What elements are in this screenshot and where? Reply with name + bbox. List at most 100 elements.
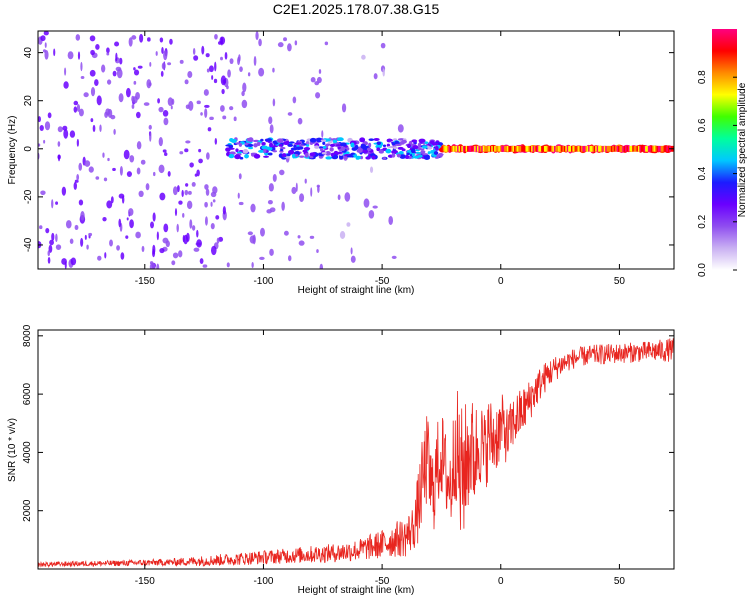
spectrogram-carrier-cell [462,145,466,152]
spectrogram-cell [321,151,327,155]
spectrogram-cell [39,225,43,230]
spectrogram-cell [112,167,116,172]
snr-y-tick-label: 8000 [22,324,33,347]
spectrogram-cell [248,137,254,143]
spectrogram-carrier-cell [504,145,507,152]
spectrogram-cell [136,167,141,175]
spectrogram-cell [208,65,214,73]
spectrogram-cell [115,66,122,72]
spectrogram-cell [293,144,297,148]
spectrogram-cell [382,144,387,147]
spectrogram-cell [317,185,320,193]
spectrogram-carrier-cell [613,145,617,152]
spectrogram-carrier-cell [615,145,618,152]
spectrogram-carrier-cell [605,145,608,152]
spectrogram-carrier-cell [582,145,585,152]
spectrogram-cell [385,148,392,154]
spectrogram-cell [250,203,256,213]
spectrogram-carrier-cell [467,145,470,152]
snr-plot: -150 -100 -50 0 50 2000 4000 6000 8000 Height of… [7,324,675,596]
snr-x-tick-label: 50 [614,576,626,587]
spectrogram-carrier-cell [583,145,587,152]
spectrogram-cell [64,67,67,76]
spectrogram-cell [325,156,332,160]
spectrogram-cell [80,61,83,72]
page-title: C2E1.2025.178.07.38.G15 [273,1,440,17]
spectrogram-cell [320,147,324,152]
spectrogram-cell [269,248,274,256]
spectrogram-cell [277,42,284,48]
spectrogram-cell [285,155,290,159]
spectrogram-cell [150,221,154,229]
spectrogram-cell [131,35,137,40]
spectrogram-cell [145,183,150,191]
spectrogram-cell [163,117,169,126]
spectrogram-carrier-cell [509,145,513,152]
spectrogram-carrier-cell [660,145,664,152]
spectrogram-carrier-cell [643,145,647,152]
spectrogram-cell [316,249,319,253]
spectrogram-cell [126,87,131,98]
spectrogram-cell [276,138,284,144]
spectrogram-cell [263,148,267,153]
spectrogram-carrier-cell [568,145,571,152]
spectrogram-carrier-cell [522,145,525,152]
spectrogram-carrier-cell [441,145,444,152]
spectrogram-cell [73,181,77,190]
spectrogram-cells [38,31,674,269]
spectrogram-cell [369,166,374,173]
spectrogram-cell [106,47,110,54]
spectrogram-cell [213,78,218,84]
spectrogram-cell [78,108,84,117]
spectrogram-cell [209,116,214,121]
spectrogram-cell [380,42,386,49]
spectrogram-cell [278,143,283,147]
spectrogram-carrier-cell [455,145,459,152]
spectrogram-carrier-cell [590,145,594,152]
spectrogram-cell [63,81,69,89]
spectrogram-cell [337,137,344,142]
spectrogram-cell [229,58,234,65]
spectrogram-carrier-cell [492,145,496,152]
spectrogram-cell [222,115,227,120]
spectrogram-carrier-cell [465,145,469,152]
spectrogram-carrier-cell [576,145,580,152]
spectrogram-cell [138,190,144,198]
spectrogram-carrier-cell [600,145,604,152]
spectrogram-cell [431,153,435,157]
spectrogram-cell [77,51,81,60]
spectrogram-cell [299,155,305,158]
spectrogram-cell [78,199,84,206]
spectrogram-cell [279,148,284,151]
spectrogram-cell [189,219,193,229]
spectrogram-cell [38,116,41,123]
spectrogram-carrier-cell [499,145,503,152]
spectrogram-cell [188,100,194,111]
spectrogram-cell [393,146,398,150]
spectrogram-carrier-cell [442,145,446,152]
spectrogram-cell [346,222,351,227]
spectrogram-cell [159,192,166,201]
spectrogram-cell [332,139,338,144]
spectrogram-cell [220,105,225,112]
spectrogram-cell [226,85,229,90]
spectrogram-cell [38,143,41,147]
spectrogram-carrier-cell [588,145,591,152]
spectrogram-cell [411,152,415,157]
spectrogram-cell [241,99,248,109]
spectrogram-cell [120,252,125,260]
spectrogram-cell [321,130,324,138]
spectrogram-cell [318,69,322,74]
spectrogram-carrier-cell [482,145,486,152]
spectrogram-cell [101,64,106,73]
spectrogram-carrier-cell [458,145,461,152]
spectrogram-cell [287,112,293,116]
spectrogram-cell [263,155,270,158]
spectrogram-cell [44,42,47,48]
spectrogram-cell [235,142,241,145]
spectrogram-carrier-cell [603,145,607,152]
spectrogram-carrier-cell [469,145,473,152]
spectrogram-cell [309,137,317,143]
spectrogram-cell [160,70,164,77]
snr-x-tick-label: -50 [375,576,390,587]
